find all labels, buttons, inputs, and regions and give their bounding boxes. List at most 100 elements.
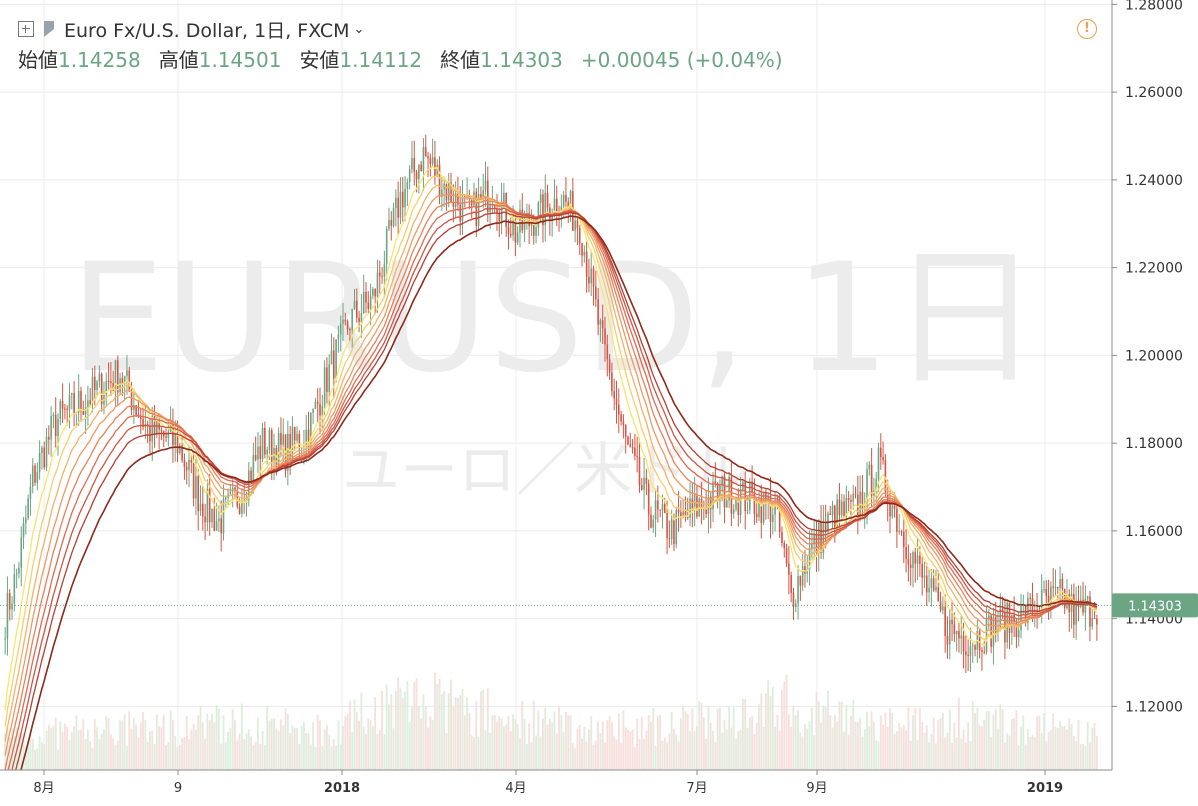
candle-body	[746, 510, 749, 512]
volume-bar	[599, 733, 602, 770]
volume-bar	[758, 704, 760, 770]
candle-body	[385, 228, 388, 264]
volume-bar	[781, 690, 783, 770]
candle-body	[905, 546, 907, 559]
volume-bar	[394, 691, 397, 770]
candle-body	[974, 645, 976, 650]
candle-body	[445, 183, 448, 201]
candle-body	[636, 455, 638, 457]
volume-bar	[185, 715, 188, 770]
volume-bar	[197, 715, 200, 770]
volume-bar	[776, 714, 779, 770]
alert-icon[interactable]: !	[1077, 19, 1097, 39]
volume-bar	[204, 738, 207, 770]
volume-bar	[666, 742, 668, 770]
candle-body	[659, 509, 661, 511]
candle-body	[133, 405, 135, 410]
candle-body	[52, 414, 55, 416]
candle-body	[838, 499, 841, 516]
watermark-symbol: EURUSD, 1日	[70, 232, 1040, 406]
volume-bar	[275, 728, 278, 770]
volume-bar	[739, 729, 742, 770]
expand-icon[interactable]	[18, 21, 34, 37]
candle-body	[250, 470, 252, 481]
volume-bar	[89, 741, 92, 770]
candle-body	[153, 415, 156, 435]
volume-bar	[123, 714, 126, 770]
volume-bar	[820, 722, 822, 770]
chevron-down-icon[interactable]: ⌄	[353, 21, 365, 37]
volume-bar	[245, 733, 248, 770]
volume-bar	[523, 718, 526, 770]
volume-bar	[941, 712, 944, 770]
candle-body	[149, 425, 151, 442]
candle-body	[946, 636, 949, 645]
volume-bar	[735, 738, 737, 770]
candle-body	[854, 493, 857, 495]
volume-bar	[1006, 733, 1009, 770]
candle-body	[829, 513, 832, 515]
candle-body	[634, 447, 636, 456]
candle-body	[77, 391, 80, 413]
volume-bar	[52, 725, 55, 770]
volume-bar	[238, 733, 241, 770]
candle-body	[261, 428, 264, 459]
time-axis[interactable]	[0, 769, 1198, 806]
volume-bar	[4, 732, 7, 770]
volume-bar	[870, 711, 873, 770]
candle-body	[1086, 596, 1089, 599]
candle-body	[151, 415, 154, 442]
candle-body	[374, 289, 376, 297]
volume-bar	[879, 715, 882, 770]
volume-bar	[1059, 720, 1061, 770]
candle-body	[351, 309, 353, 331]
candle-body	[229, 491, 232, 495]
volume-bar	[679, 718, 682, 770]
price-axis[interactable]	[1111, 0, 1198, 770]
volume-bar	[813, 735, 816, 770]
symbol-title[interactable]: Euro Fx/U.S. Dollar, 1日, FXCM	[64, 19, 350, 42]
candle-body	[199, 503, 202, 512]
candle-body	[788, 563, 790, 575]
volume-bar	[673, 728, 675, 770]
candle-body	[316, 401, 319, 404]
volume-bar	[528, 723, 531, 770]
candle-body	[241, 501, 243, 514]
candle-body	[758, 497, 760, 518]
candle-body	[783, 543, 786, 549]
candle-body	[464, 196, 466, 198]
candle-body	[1075, 600, 1077, 625]
close-value: 1.14303	[480, 48, 563, 72]
volume-bar	[491, 715, 494, 770]
volume-bar	[137, 737, 140, 770]
volume-bar	[960, 738, 963, 770]
candle-body	[680, 512, 682, 517]
candle-body	[436, 164, 439, 177]
series-legend: Euro Fx/U.S. Dollar, 1日, FXCM ⌄ 始値 1.142…	[18, 16, 783, 74]
candle-body	[353, 300, 356, 310]
candle-body	[840, 501, 843, 516]
volume-bar	[162, 714, 165, 770]
volume-bar	[705, 738, 708, 770]
candle-body	[289, 433, 291, 460]
candle-body	[411, 157, 413, 170]
volume-bar	[229, 728, 232, 770]
volume-bar	[330, 746, 333, 770]
volume-bar	[1054, 726, 1057, 770]
volume-bar	[532, 700, 535, 770]
candle-body	[181, 445, 183, 461]
volume-bar	[693, 731, 696, 770]
flag-icon[interactable]	[44, 21, 54, 37]
candle-body	[965, 651, 967, 656]
volume-bar	[509, 731, 512, 770]
candle-body	[392, 207, 395, 226]
volume-bar	[578, 724, 581, 770]
volume-bar	[1001, 709, 1004, 770]
volume-bar	[1043, 713, 1045, 770]
volume-bar	[413, 682, 416, 770]
volume-bar	[1010, 719, 1013, 770]
candle-body	[735, 499, 737, 510]
candle-body	[1027, 597, 1029, 624]
candle-body	[6, 593, 9, 639]
